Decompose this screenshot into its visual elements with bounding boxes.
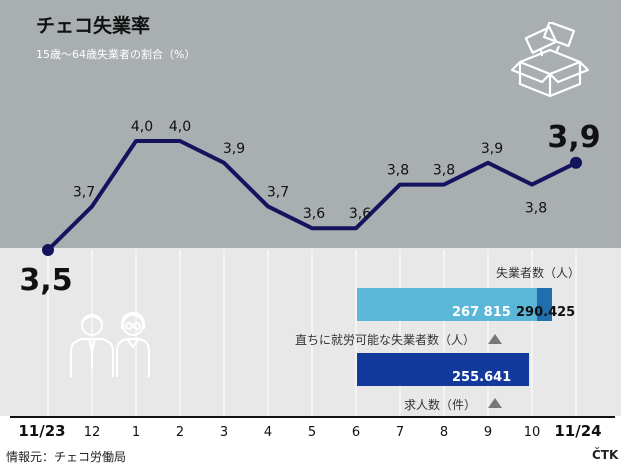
value-label: 3,8 [387, 163, 409, 179]
box-with-banknotes-icon [510, 22, 590, 98]
x-tick-label: 1 [132, 425, 140, 440]
value-label: 3,9 [223, 141, 245, 157]
series-line [46, 139, 578, 252]
unemployed-available-segment [357, 288, 537, 321]
data-point [42, 244, 54, 256]
x-tick-label: 8 [440, 425, 448, 440]
x-tick-label: 2 [176, 425, 184, 440]
credit-mark: ČTK [592, 448, 619, 462]
value-label: 3,9 [547, 120, 600, 155]
unemployed-available-value: 267 815 [452, 305, 511, 320]
triangle-up-icon [488, 334, 502, 344]
source-note: 情報元：チェコ労働局 [6, 450, 127, 464]
x-tick-label: 11/24 [554, 422, 601, 440]
header-band [0, 0, 621, 248]
x-tick-label: 5 [308, 425, 316, 440]
unemployed-value: 290.425 [516, 305, 576, 320]
x-tick-label: 10 [524, 425, 541, 440]
x-tick-label: 12 [84, 425, 101, 440]
x-tick-label: 6 [352, 425, 360, 440]
value-label: 4,0 [169, 119, 191, 135]
vacancies-value: 255.641 [452, 370, 512, 385]
x-tick-label: 3 [220, 425, 228, 440]
value-label: 3,7 [267, 184, 289, 200]
vacancies-label: 求人数（件） [403, 398, 476, 412]
unemployed-available-label: 直ちに就労可能な失業者数（人） [294, 333, 475, 347]
value-label: 3,6 [303, 206, 325, 222]
value-label: 3,5 [19, 263, 72, 298]
value-label: 3,8 [525, 201, 547, 217]
plot-band [0, 248, 621, 416]
chart-subtitle: 15歳〜64歳失業者の割合（%） [36, 48, 196, 61]
vacancies-bar [357, 353, 529, 386]
value-label: 4,0 [131, 119, 153, 135]
triangle-up-icon [488, 398, 502, 408]
data-point [570, 156, 582, 169]
value-label: 3,8 [433, 163, 455, 179]
value-label: 3,6 [349, 206, 371, 222]
x-tick-label: 9 [484, 425, 492, 440]
x-tick-label: 7 [396, 425, 404, 440]
x-tick-label: 11/23 [18, 422, 65, 440]
value-label: 3,7 [73, 184, 95, 200]
unemployed-label: 失業者数（人） [495, 266, 580, 280]
unemployed-remainder-segment [537, 288, 552, 321]
chart-title: チェコ失業率 [36, 15, 151, 37]
value-label: 3,9 [481, 141, 503, 157]
x-tick-label: 4 [264, 425, 272, 440]
unemployed-bar [357, 288, 552, 321]
